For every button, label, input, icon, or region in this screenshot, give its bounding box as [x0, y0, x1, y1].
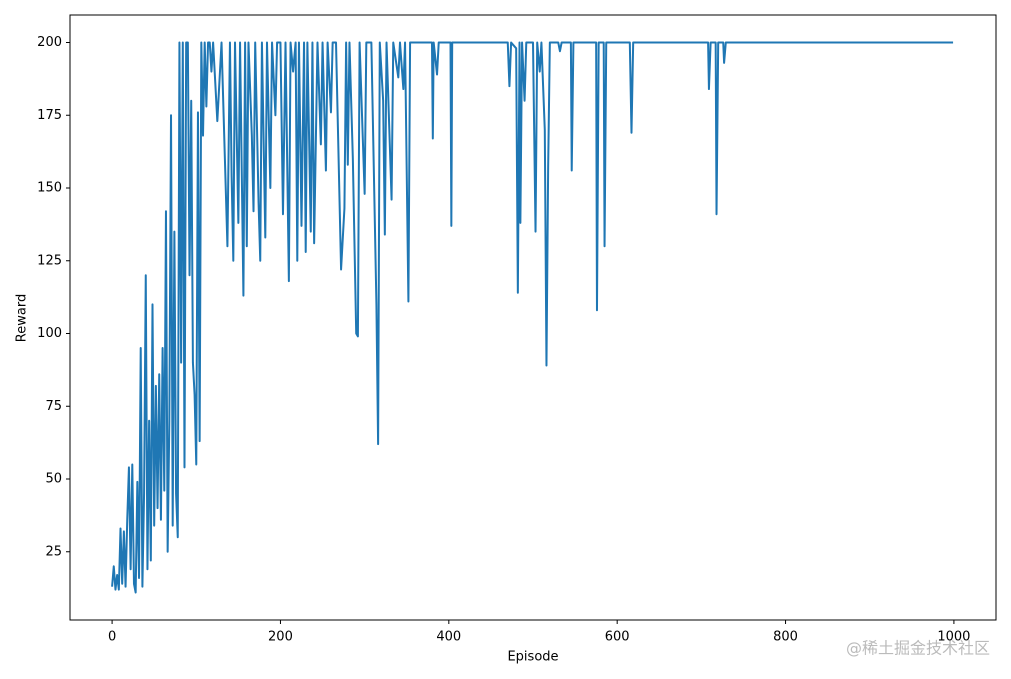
x-tick-label: 1000 [937, 630, 970, 645]
data-line [111, 41, 954, 594]
x-tick-label: 400 [436, 630, 461, 645]
y-axis-label: Reward [15, 294, 30, 342]
x-tick-label: 0 [108, 630, 116, 645]
y-tick-label: 75 [45, 399, 62, 414]
y-tick-label: 50 [45, 472, 62, 487]
y-tick-label: 125 [37, 253, 62, 268]
y-tick-label: 200 [37, 35, 62, 50]
x-tick-label: 600 [605, 630, 630, 645]
x-tick-label: 800 [773, 630, 798, 645]
y-tick-label: 175 [37, 108, 62, 123]
plot-frame [69, 14, 997, 621]
watermark: @稀土掘金技术社区 [846, 639, 990, 658]
x-axis-label: Episode [507, 650, 558, 665]
y-tick-label: 100 [37, 326, 62, 341]
x-tick-label: 200 [268, 630, 293, 645]
y-tick-label: 25 [45, 544, 62, 559]
y-tick-label: 150 [37, 181, 62, 196]
